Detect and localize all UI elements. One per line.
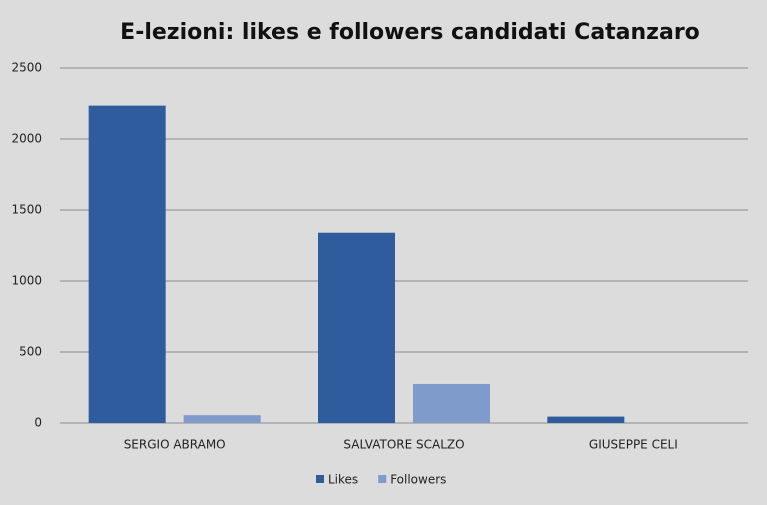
x-tick-label: SERGIO ABRAMO <box>124 438 226 452</box>
x-tick-label: SALVATORE SCALZO <box>343 438 464 452</box>
y-tick-label: 0 <box>34 416 42 430</box>
y-tick-label: 2500 <box>11 61 42 75</box>
bar <box>318 232 395 423</box>
bar <box>183 415 261 423</box>
y-tick-label: 1000 <box>11 274 42 288</box>
bar <box>413 383 490 423</box>
legend-swatch <box>316 475 324 483</box>
y-tick-label: 500 <box>19 345 42 359</box>
legend-swatch <box>378 475 387 483</box>
x-tick-label: GIUSEPPE CELI <box>589 438 678 452</box>
bar <box>547 416 625 423</box>
bar <box>88 105 166 423</box>
y-tick-label: 1500 <box>11 203 42 217</box>
y-tick-label: 2000 <box>11 132 42 146</box>
chart-title: E-lezioni: likes e followers candidati C… <box>120 20 700 45</box>
legend-label: Likes <box>328 473 358 487</box>
legend-label: Followers <box>390 473 446 487</box>
